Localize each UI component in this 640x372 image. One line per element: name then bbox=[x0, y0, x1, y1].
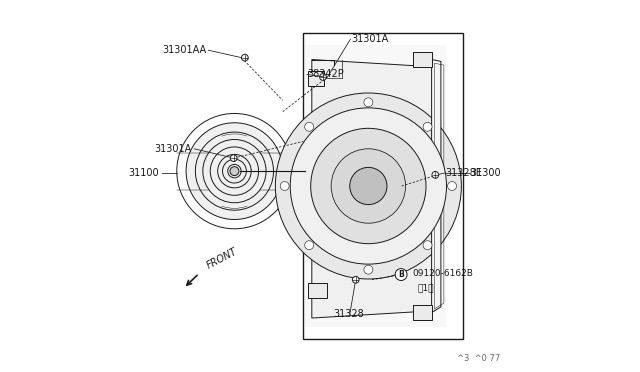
Text: 38342P: 38342P bbox=[307, 70, 344, 79]
Circle shape bbox=[218, 154, 251, 188]
Circle shape bbox=[310, 128, 426, 244]
Circle shape bbox=[230, 167, 239, 176]
Text: 31301A: 31301A bbox=[154, 144, 191, 154]
Circle shape bbox=[241, 54, 248, 61]
Circle shape bbox=[364, 265, 373, 274]
Circle shape bbox=[275, 93, 461, 279]
Text: 31301A: 31301A bbox=[351, 34, 389, 44]
Circle shape bbox=[319, 74, 326, 80]
Circle shape bbox=[291, 108, 447, 264]
Circle shape bbox=[353, 276, 359, 283]
Circle shape bbox=[230, 155, 237, 161]
Polygon shape bbox=[413, 305, 431, 320]
Circle shape bbox=[228, 164, 241, 178]
Text: 31301AA: 31301AA bbox=[163, 45, 207, 55]
Circle shape bbox=[305, 241, 314, 250]
Circle shape bbox=[395, 269, 407, 280]
Circle shape bbox=[447, 182, 456, 190]
Circle shape bbox=[331, 149, 406, 223]
Polygon shape bbox=[431, 60, 441, 312]
Text: 31328E: 31328E bbox=[445, 168, 483, 178]
Bar bbox=[303, 33, 463, 339]
Polygon shape bbox=[305, 45, 447, 327]
Polygon shape bbox=[413, 52, 431, 67]
Text: （1）: （1） bbox=[417, 284, 434, 293]
Circle shape bbox=[186, 123, 283, 219]
Circle shape bbox=[305, 122, 314, 131]
Text: FRONT: FRONT bbox=[205, 246, 239, 270]
Circle shape bbox=[364, 98, 373, 107]
Text: 31100: 31100 bbox=[129, 168, 159, 178]
Text: 09120-6162B: 09120-6162B bbox=[412, 269, 473, 278]
Polygon shape bbox=[308, 71, 324, 86]
Circle shape bbox=[432, 171, 438, 178]
Circle shape bbox=[203, 140, 266, 203]
Circle shape bbox=[280, 182, 289, 190]
Circle shape bbox=[349, 167, 387, 205]
Circle shape bbox=[423, 122, 432, 131]
Text: 31328: 31328 bbox=[333, 310, 364, 319]
Text: 31300: 31300 bbox=[470, 168, 501, 178]
Text: ^3  ^0 77: ^3 ^0 77 bbox=[457, 354, 500, 363]
Polygon shape bbox=[308, 283, 328, 298]
Polygon shape bbox=[312, 60, 435, 318]
Circle shape bbox=[423, 241, 432, 250]
Text: B: B bbox=[398, 270, 404, 279]
